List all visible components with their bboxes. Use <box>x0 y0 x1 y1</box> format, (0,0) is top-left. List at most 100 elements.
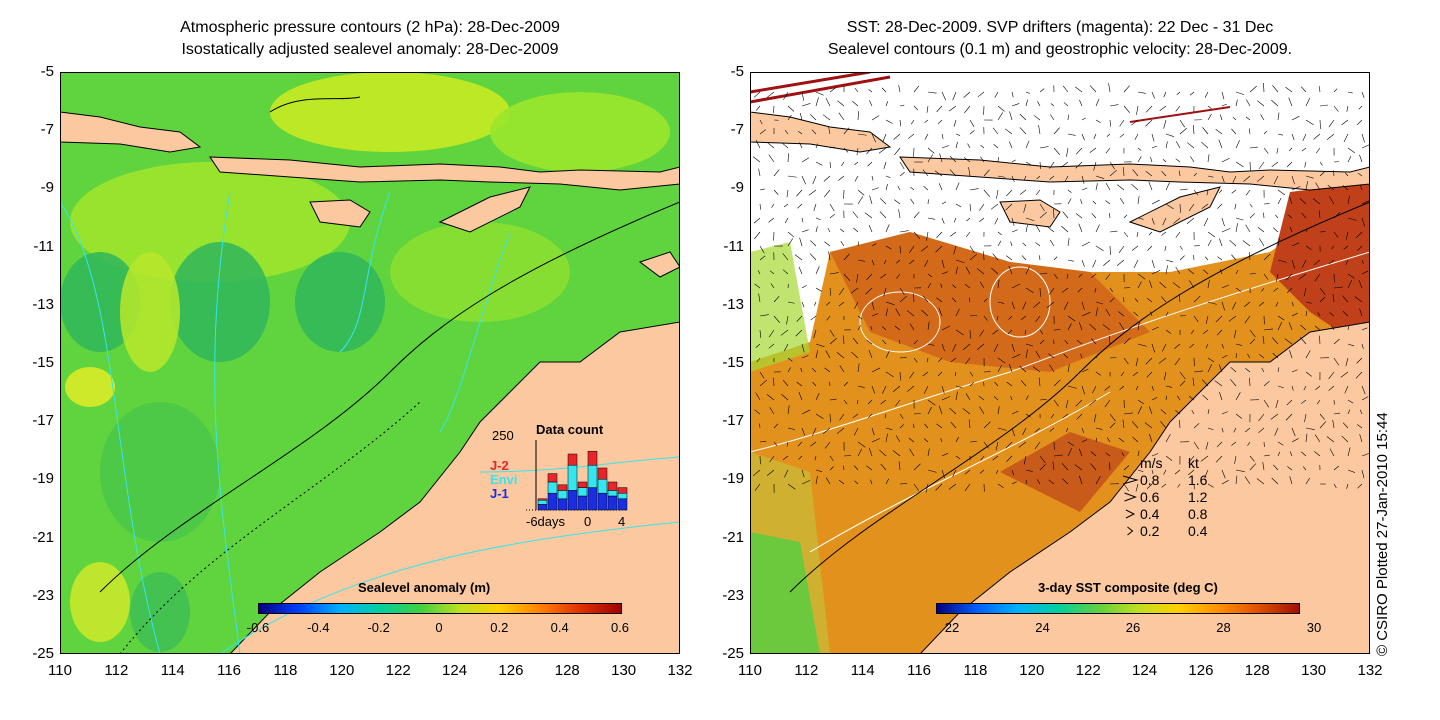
velocity-vector <box>924 259 929 267</box>
velocity-vector <box>1025 266 1030 275</box>
velocity-vector <box>854 161 859 166</box>
velocity-vector <box>782 455 789 461</box>
right-y-tick: -25 <box>722 645 744 662</box>
velocity-vector <box>1342 295 1349 303</box>
velocity-vector <box>852 337 859 345</box>
velocity-vector <box>938 183 943 191</box>
velocity-vector <box>1361 327 1368 331</box>
velocity-vector <box>1347 273 1355 279</box>
velocity-vector <box>787 153 789 163</box>
velocity-vector <box>1204 91 1209 98</box>
velocity-vector <box>1105 308 1111 317</box>
velocity-vector <box>1175 158 1181 163</box>
velocity-vector <box>1159 281 1167 289</box>
velocity-vector <box>1347 195 1350 205</box>
velocity-vector <box>991 267 999 275</box>
velocity-vector <box>1277 197 1282 205</box>
velocity-vector <box>1050 413 1055 419</box>
velocity-vector <box>1007 329 1013 335</box>
right-y-tick: -17 <box>722 412 744 430</box>
velocity-vector <box>1050 103 1055 107</box>
velocity-vector <box>1060 161 1069 168</box>
velocity-vector <box>1318 86 1321 93</box>
velocity-vector <box>969 130 975 135</box>
velocity-vector <box>1067 364 1070 373</box>
velocity-vector <box>1216 329 1223 336</box>
velocity-arrow-icon <box>1127 526 1134 536</box>
velocity-vector <box>1291 427 1296 437</box>
velocity-vector <box>1300 324 1307 331</box>
left-y-tick: -13 <box>32 295 54 313</box>
velocity-vector <box>1357 245 1363 252</box>
velocity-vector <box>1034 427 1041 433</box>
velocity-vector <box>1032 366 1041 373</box>
velocity-vector <box>852 211 859 219</box>
velocity-vector <box>843 253 850 261</box>
velocity-vector <box>1163 91 1167 98</box>
velocity-vector <box>843 273 851 282</box>
velocity-vector <box>924 119 929 123</box>
inset-bar-envi <box>607 490 618 497</box>
velocity-vector <box>815 97 819 107</box>
velocity-vector <box>1231 128 1237 135</box>
velocity-vector <box>1186 217 1195 224</box>
velocity-vector <box>1314 325 1321 331</box>
velocity-vector <box>983 421 991 429</box>
velocity-vector <box>1025 479 1027 485</box>
velocity-vector <box>1218 364 1223 373</box>
velocity-vector <box>784 343 789 352</box>
velocity-vector <box>1205 315 1209 324</box>
velocity-vector <box>1305 310 1308 317</box>
velocity-vector <box>1106 133 1111 137</box>
velocity-vector <box>965 393 971 401</box>
velocity-vector <box>829 466 834 471</box>
velocity-vector <box>1301 147 1307 152</box>
colorbar-tick: 0 <box>435 620 443 635</box>
velocity-vector <box>893 133 901 140</box>
velocity-vector <box>913 85 920 93</box>
inset-bar-j1 <box>607 495 618 511</box>
velocity-vector <box>759 203 762 210</box>
velocity-vector <box>1133 311 1139 317</box>
velocity-vector <box>1151 326 1159 331</box>
velocity-vector <box>1347 147 1355 154</box>
velocity-vector <box>1275 399 1279 408</box>
velocity-vector <box>801 355 809 359</box>
velocity-vector <box>1263 399 1270 408</box>
velocity-vector <box>997 301 1005 304</box>
velocity-vector <box>1277 451 1281 457</box>
velocity-vector <box>992 329 999 335</box>
velocity-vector <box>938 405 943 415</box>
velocity-vector <box>798 455 803 460</box>
velocity-vector <box>1123 214 1128 219</box>
velocity-vector <box>1314 451 1321 457</box>
velocity-vector <box>1354 296 1363 303</box>
velocity-vector <box>1249 455 1255 462</box>
velocity-vector <box>937 119 943 125</box>
velocity-vector <box>1300 399 1307 404</box>
velocity-vector <box>1355 371 1363 379</box>
velocity-vector <box>1288 97 1293 107</box>
velocity-vector <box>1235 469 1245 473</box>
inset-xlabel-zero: 0 <box>584 514 591 529</box>
velocity-vector <box>1018 441 1027 448</box>
velocity-vector <box>895 308 901 317</box>
velocity-vector <box>1221 355 1228 359</box>
velocity-vector <box>1093 133 1097 140</box>
velocity-vector <box>1048 353 1055 359</box>
velocity-vector <box>1215 315 1223 323</box>
velocity-vector <box>1207 409 1210 415</box>
velocity-vector <box>927 282 932 289</box>
velocity-vector <box>979 329 985 337</box>
velocity-vector <box>1221 427 1224 433</box>
velocity-vector <box>1179 245 1183 250</box>
velocity-vector <box>1275 214 1279 219</box>
velocity-vector <box>924 423 929 429</box>
velocity-vector <box>853 227 859 233</box>
velocity-vector <box>941 469 945 479</box>
velocity-vector <box>1105 147 1111 154</box>
velocity-vector <box>1305 371 1312 377</box>
velocity-vector <box>801 301 805 308</box>
velocity-vector <box>926 357 929 363</box>
velocity-vector <box>1123 85 1130 93</box>
